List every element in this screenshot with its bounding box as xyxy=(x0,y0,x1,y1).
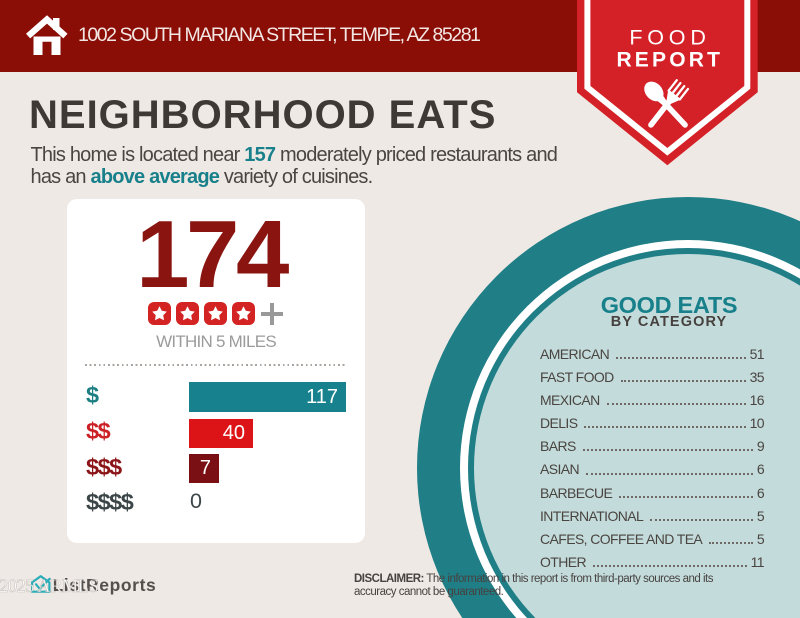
svg-text:REPORT: REPORT xyxy=(616,49,723,72)
svg-text:FOOD: FOOD xyxy=(629,25,710,49)
